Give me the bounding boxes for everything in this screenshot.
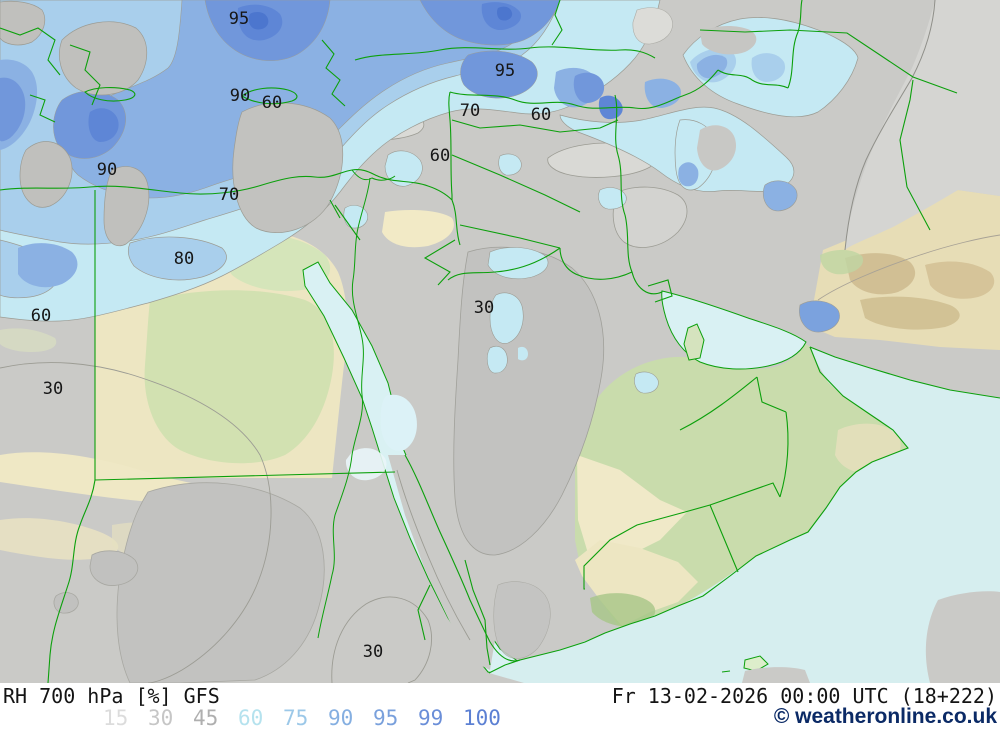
legend-scale: 15 30 45 60 75 90 95 99 100: [103, 706, 508, 730]
contour-lines-layer: [0, 0, 1000, 683]
legend-value-95: 95: [373, 706, 399, 730]
rh-blue-layer: [0, 0, 859, 394]
footer-bar: RH 700 hPa [%] GFS Fr 13-02-2026 00:00 U…: [0, 683, 1000, 733]
arabian-sea: [489, 347, 1000, 683]
legend-value-60: 60: [238, 706, 264, 730]
legend-value-45: 45: [193, 706, 219, 730]
socotra-island: [743, 655, 769, 672]
legend-value-75: 75: [283, 706, 309, 730]
legend-value-15: 15: [103, 706, 129, 730]
border-lines-layer: [0, 0, 1000, 683]
forecast-timestamp: Fr 13-02-2026 00:00 UTC (18+222): [611, 684, 997, 708]
product-label: RH 700 hPa [%] GFS: [3, 684, 220, 708]
legend-value-100: 100: [463, 706, 501, 730]
copyright-link[interactable]: © weatheronline.co.uk: [773, 705, 997, 728]
legend-value-30: 30: [148, 706, 174, 730]
legend-value-90: 90: [328, 706, 354, 730]
rh-gray-layer: [53, 0, 1000, 683]
legend-value-99: 99: [418, 706, 444, 730]
qatar: [683, 323, 705, 361]
lake-nasser: [380, 394, 417, 451]
weather-map: 95 95 90 60 70 60 60 90 70 80 60 30 30 30: [0, 0, 1000, 683]
